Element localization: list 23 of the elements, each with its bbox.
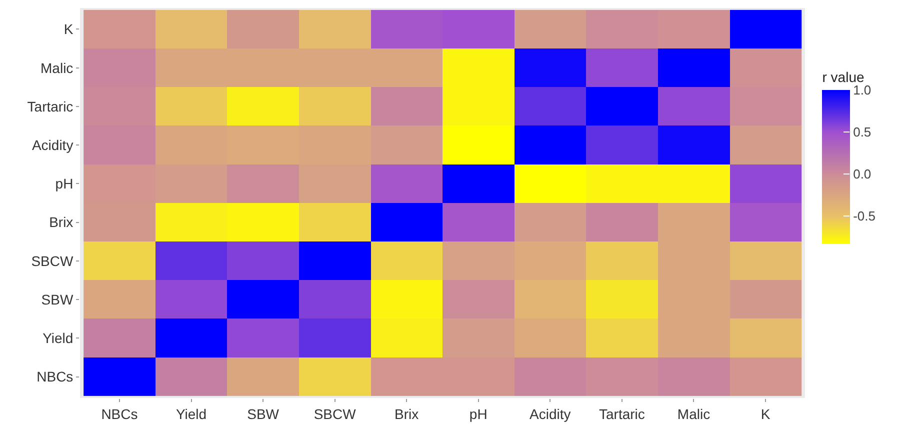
x-tick-label: K	[760, 406, 771, 422]
x-tick-label: SBW	[247, 406, 280, 422]
color-bar-label: -0.5	[853, 208, 876, 224]
y-tick-label: Acidity	[32, 136, 74, 153]
x-tick-label: NBCs	[101, 406, 138, 422]
x-tick-label: pH	[469, 406, 488, 422]
y-tick-label: SBCW	[31, 252, 74, 269]
y-tick-label: Yield	[42, 330, 74, 346]
y-tick-label: NBCs	[36, 368, 74, 385]
color-bar-label: 0.5	[853, 124, 872, 140]
color-bar-label: 0.0	[853, 166, 872, 182]
y-tick-label: Tartaric	[27, 98, 74, 114]
y-tick-label: Brix	[49, 214, 74, 230]
y-tick-label: Malic	[40, 60, 74, 76]
y-tick-label: K	[64, 21, 74, 38]
y-tick-label: SBW	[41, 291, 74, 308]
x-tick-label: Malic	[677, 406, 710, 422]
x-tick-label: Yield	[176, 406, 207, 422]
y-tick-label: pH	[55, 176, 74, 192]
x-tick-label: Tartaric	[599, 406, 645, 422]
x-tick-label: Acidity	[530, 406, 571, 422]
x-tick-label: SBCW	[314, 406, 357, 422]
x-tick-label: Brix	[394, 406, 419, 422]
